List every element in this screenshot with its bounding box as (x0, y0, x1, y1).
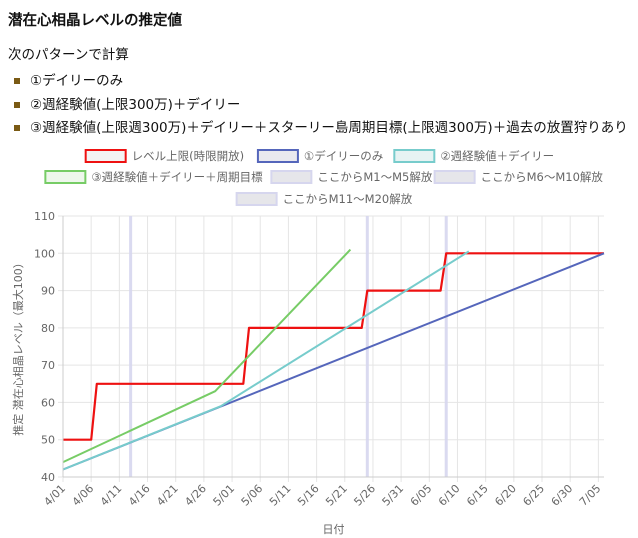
x-tick-label: 5/21 (323, 482, 350, 509)
y-tick-label: 50 (41, 434, 55, 447)
chart-legend: レベル上限(時限開放) ①デイリーのみ ②週経験値＋デイリー ③週経験値＋デイリー＋周… (44, 149, 604, 206)
x-axis-title: 日付 (323, 523, 345, 536)
x-tick-label: 6/15 (464, 482, 491, 509)
pattern-list: ①デイリーのみ ②週経験値(上限300万)＋デイリー ③週経験値(上限週300万… (14, 72, 628, 143)
legend-label: ③週経験値＋デイリー＋周期目標 (91, 170, 263, 184)
legend-label: ここからM11〜M20解放 (283, 192, 413, 206)
x-tick-label: 5/11 (267, 482, 294, 509)
legend-label: ここからM6〜M10解放 (481, 170, 604, 184)
chart-series (62, 248, 605, 471)
legend-swatch (270, 170, 313, 184)
intro-text: 次のパターンで計算 (8, 47, 129, 63)
x-tick-label: 5/06 (239, 482, 266, 509)
series-line (63, 252, 604, 441)
legend-swatch (256, 149, 299, 163)
y-tick-label: 40 (41, 471, 55, 484)
legend-swatch (84, 149, 127, 163)
x-tick-label: 6/05 (408, 482, 435, 509)
legend-swatch (235, 192, 278, 206)
unlock-bands (129, 216, 448, 477)
legend-label: ②週経験値＋デイリー (440, 149, 554, 163)
y-tick-label: 110 (34, 210, 55, 223)
chart-grid (58, 215, 604, 482)
list-item: ①デイリーのみ (14, 72, 628, 96)
legend-label: ここからM1〜M5解放 (317, 170, 432, 184)
x-tick-label: 6/20 (492, 482, 519, 509)
series-line (62, 250, 470, 471)
legend-swatch (433, 170, 476, 184)
x-tick-label: 4/21 (154, 482, 181, 509)
x-tick-label: 4/06 (70, 482, 97, 509)
y-tick-label: 100 (34, 247, 55, 260)
x-tick-label: 5/31 (380, 482, 407, 509)
unlock-band (365, 216, 369, 477)
legend-swatch (393, 149, 436, 163)
x-tick-label: 5/01 (211, 482, 238, 509)
x-tick-label: 4/11 (98, 482, 125, 509)
y-tick-label: 90 (41, 285, 55, 298)
chart-axes: 40 50 60 70 80 90 100 110 4/01 4/06 4/11 4/16 4/21 4/… (11, 210, 604, 536)
legend-label: レベル上限(時限開放) (132, 149, 244, 163)
list-item: ②週経験値(上限300万)＋デイリー (14, 96, 628, 120)
y-axis-title: 推定 潜在心相晶レベル（最大100） (11, 257, 25, 436)
x-tick-label: 5/16 (295, 482, 322, 509)
x-tick-label: 6/30 (549, 482, 576, 509)
x-tick-label: 6/10 (436, 482, 463, 509)
series-line (62, 248, 352, 464)
page-title: 潜在心相晶レベルの推定値 (8, 13, 182, 29)
y-tick-label: 80 (41, 322, 55, 335)
unlock-band (444, 216, 448, 477)
y-tick-label: 60 (41, 396, 55, 409)
x-tick-label: 7/05 (577, 482, 604, 509)
list-item: ③週経験値(上限週300万)＋デイリー＋スターリー島周期目標(上限週300万)＋… (14, 119, 628, 143)
x-tick-label: 4/16 (126, 482, 153, 509)
legend-swatch (44, 170, 87, 184)
legend-label: ①デイリーのみ (304, 149, 383, 163)
unlock-band (129, 216, 133, 477)
x-tick-label: 4/01 (41, 482, 68, 509)
x-tick-label: 4/26 (182, 482, 209, 509)
y-tick-label: 70 (41, 359, 55, 372)
x-tick-label: 5/26 (351, 482, 378, 509)
x-tick-label: 6/25 (520, 482, 547, 509)
